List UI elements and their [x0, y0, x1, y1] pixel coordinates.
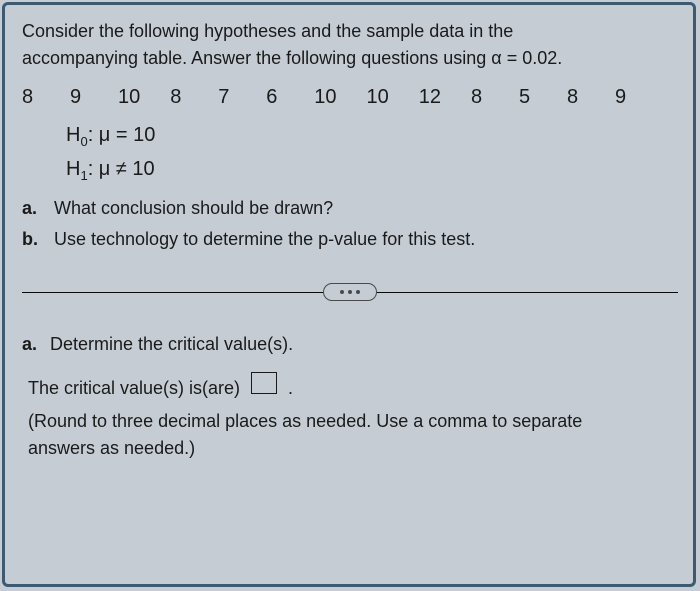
hyp-subscript: 1	[80, 168, 87, 183]
data-value: 12	[419, 82, 441, 112]
section-divider	[22, 283, 678, 301]
alt-hypothesis: H1: μ ≠ 10	[66, 154, 678, 186]
rounding-instruction: (Round to three decimal places as needed…	[28, 408, 678, 462]
expand-pill[interactable]	[323, 283, 377, 301]
data-value: 10	[367, 82, 389, 112]
part-b: b. Use technology to determine the p-val…	[22, 226, 678, 253]
hypotheses-block: H0: μ = 10 H1: μ ≠ 10	[66, 120, 678, 185]
data-value: 8	[471, 82, 489, 112]
hyp-body: : μ ≠ 10	[88, 158, 155, 180]
data-value: 7	[218, 82, 236, 112]
answer-prompt-line: The critical value(s) is(are) .	[28, 372, 678, 402]
hyp-subscript: 0	[80, 134, 87, 149]
question-parts: a. What conclusion should be drawn? b. U…	[22, 195, 678, 253]
data-value: 5	[519, 82, 537, 112]
data-value: 6	[266, 82, 284, 112]
hyp-symbol: H	[66, 158, 80, 180]
hyp-body: : μ = 10	[88, 124, 156, 146]
instruction-line-1: (Round to three decimal places as needed…	[28, 408, 678, 435]
answer-block: a. Determine the critical value(s). The …	[22, 331, 678, 462]
question-intro: Consider the following hypotheses and th…	[22, 18, 678, 72]
answer-input-box[interactable]	[251, 372, 277, 394]
answer-a-text: Determine the critical value(s).	[50, 331, 293, 358]
data-value: 8	[170, 82, 188, 112]
part-label: b.	[22, 226, 44, 253]
part-text: Use technology to determine the p-value …	[54, 226, 475, 253]
intro-line-1: Consider the following hypotheses and th…	[22, 18, 678, 45]
part-label: a.	[22, 195, 44, 222]
data-value: 8	[567, 82, 585, 112]
dots-icon	[340, 290, 360, 294]
data-value: 8	[22, 82, 40, 112]
data-value: 9	[70, 82, 88, 112]
hyp-symbol: H	[66, 124, 80, 146]
sample-data-row: 8 9 10 8 7 6 10 10 12 8 5 8 9	[22, 82, 678, 112]
null-hypothesis: H0: μ = 10	[66, 120, 678, 152]
instruction-line-2: answers as needed.)	[28, 435, 678, 462]
part-a: a. What conclusion should be drawn?	[22, 195, 678, 222]
answer-a-header: a. Determine the critical value(s).	[22, 331, 678, 358]
part-text: What conclusion should be drawn?	[54, 195, 333, 222]
data-value: 9	[615, 82, 633, 112]
prompt-before: The critical value(s) is(are)	[28, 375, 240, 402]
data-value: 10	[118, 82, 140, 112]
prompt-after: .	[288, 375, 293, 402]
answer-label: a.	[22, 331, 42, 358]
data-value: 10	[314, 82, 336, 112]
intro-line-2: accompanying table. Answer the following…	[22, 45, 678, 72]
